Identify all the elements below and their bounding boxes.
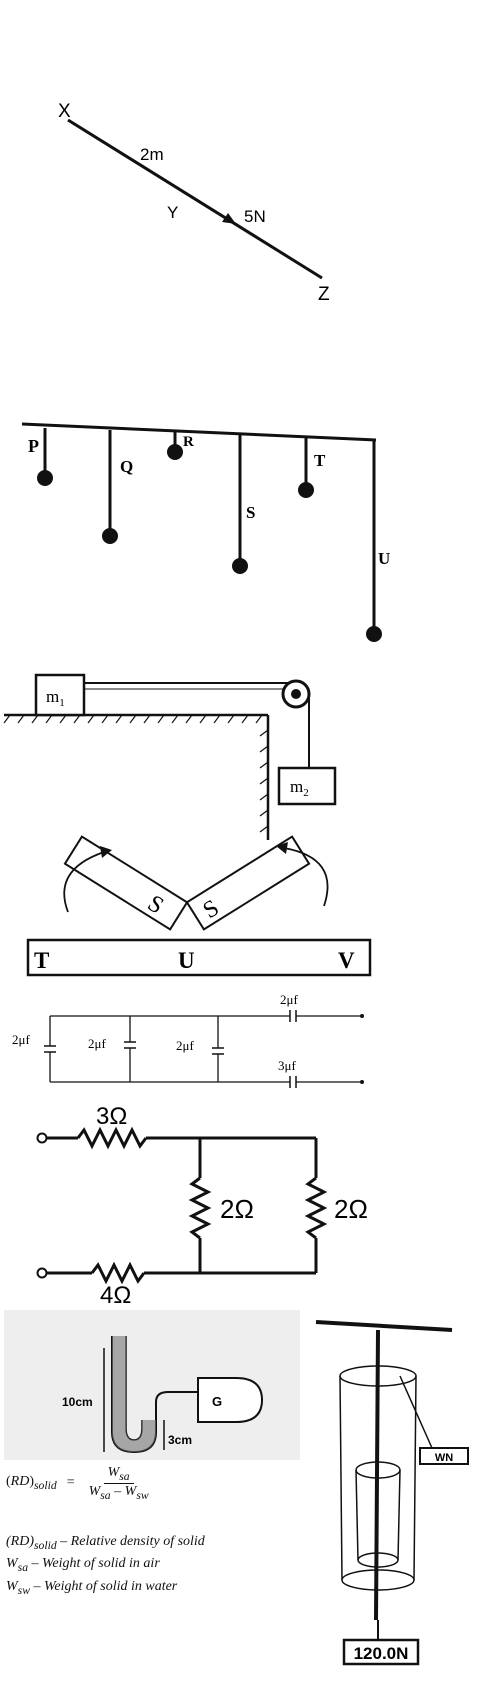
cap-label-mid1: 2μf (88, 1036, 106, 1051)
label-t: T (314, 451, 326, 470)
magnet-diagram: S S T U V (26, 835, 372, 977)
bob-p (37, 470, 53, 486)
formula-numerator: Wsa (103, 1465, 134, 1484)
formula-equals: = (66, 1475, 75, 1491)
cap-label-bottom-right: 3μf (278, 1058, 296, 1073)
rotation-arrowhead-left (100, 846, 112, 858)
formula-definitions: (RD)solid – Relative density of solid Ws… (6, 1532, 286, 1600)
cap-label-top-right: 2μf (280, 992, 298, 1007)
pulley-axle (291, 689, 301, 699)
connector-tube (155, 1391, 204, 1420)
top-reading: WN (435, 1452, 453, 1464)
suspension-string (374, 1329, 380, 1621)
label-u: U (378, 549, 390, 568)
cap-label-left: 2μf (12, 1032, 30, 1047)
vector-diagram: X 2m Y 5N Z (58, 101, 330, 305)
res-label-top: 3Ω (96, 1103, 127, 1130)
block-m2 (277, 766, 337, 806)
bob-s (232, 558, 248, 574)
m2-label: m2 (290, 777, 309, 799)
top-reading-box (419, 1447, 469, 1465)
manometer-diagram: 10cm 3cm G (4, 1310, 300, 1460)
bar-label-u: U (178, 948, 195, 973)
block-m1 (34, 673, 86, 717)
res-label-right: 2Ω (334, 1194, 368, 1224)
terminal-bottom (360, 1080, 364, 1084)
support-bar (21, 422, 377, 442)
label-y: Y (167, 203, 178, 222)
label-q: Q (120, 457, 133, 476)
bottom-reading: 120.0N (354, 1644, 409, 1663)
terminal-top (360, 1014, 364, 1018)
label-p: P (28, 436, 39, 456)
bob-r (167, 444, 183, 460)
label-force: 5N (244, 207, 266, 226)
rotation-arrow-right (283, 847, 329, 907)
gas-bulb (197, 1377, 264, 1423)
bob-q (102, 528, 118, 544)
cylinder-bottom (341, 1569, 415, 1591)
rotation-arrow-left (63, 851, 105, 913)
capacitor-diagram (44, 1010, 360, 1088)
magnet-left: S (63, 835, 189, 931)
relative-density-formula: (RD)solid = Wsa Wsa – Wsw (RD)solid – Re… (6, 1465, 286, 1600)
bar-tuv (26, 938, 372, 977)
res-terminal-top (36, 1132, 48, 1144)
bar-label-v: V (338, 948, 355, 973)
m1-label: m1 (46, 687, 65, 709)
definition-wsw: Wsw – Weight of solid in water (6, 1579, 178, 1597)
gas-label: G (212, 1394, 222, 1409)
vector-arrowhead (222, 213, 236, 224)
definition-wsa: Wsa – Weight of solid in air (6, 1556, 160, 1575)
label-s: S (246, 503, 255, 522)
height-right-label: 3cm (168, 1433, 192, 1447)
bob-t (298, 482, 314, 498)
res-label-bottom: 4Ω (100, 1282, 131, 1309)
formula-lhs: (RD)solid (6, 1474, 57, 1493)
height-left-label: 10cm (62, 1395, 93, 1409)
label-x: X (58, 101, 71, 122)
rotation-arrowhead-right (276, 842, 288, 854)
res-terminal-bottom (36, 1267, 48, 1279)
label-length: 2m (140, 145, 164, 164)
spring-balance-diagram (315, 1320, 469, 1666)
cap-label-mid2: 2μf (176, 1038, 194, 1053)
inner-cylinder-bottom (357, 1552, 399, 1568)
formula-fraction: Wsa Wsa – Wsw (85, 1465, 153, 1502)
bar-label-t: T (34, 948, 49, 973)
definition-rd: (RD)solid – Relative density of solid (6, 1533, 205, 1552)
bob-u (366, 626, 382, 642)
label-r: R (183, 434, 194, 450)
resistor-diagram (46, 1126, 328, 1285)
top-rod (315, 1320, 453, 1332)
formula-denominator: Wsa – Wsw (88, 1483, 149, 1502)
vector-line (67, 118, 323, 280)
bottom-reading-box (342, 1638, 420, 1666)
formula-equation: (RD)solid = Wsa Wsa – Wsw (6, 1465, 286, 1502)
pulley-diagram: m1 m2 (3, 673, 337, 840)
u-tube-liquid (112, 1336, 156, 1452)
table-hatching (3, 714, 269, 833)
pendulum-diagram: P Q R S T U (21, 422, 390, 642)
label-z: Z (318, 284, 330, 305)
res-label-middle: 2Ω (220, 1194, 254, 1224)
magnet-right: S (185, 835, 311, 931)
